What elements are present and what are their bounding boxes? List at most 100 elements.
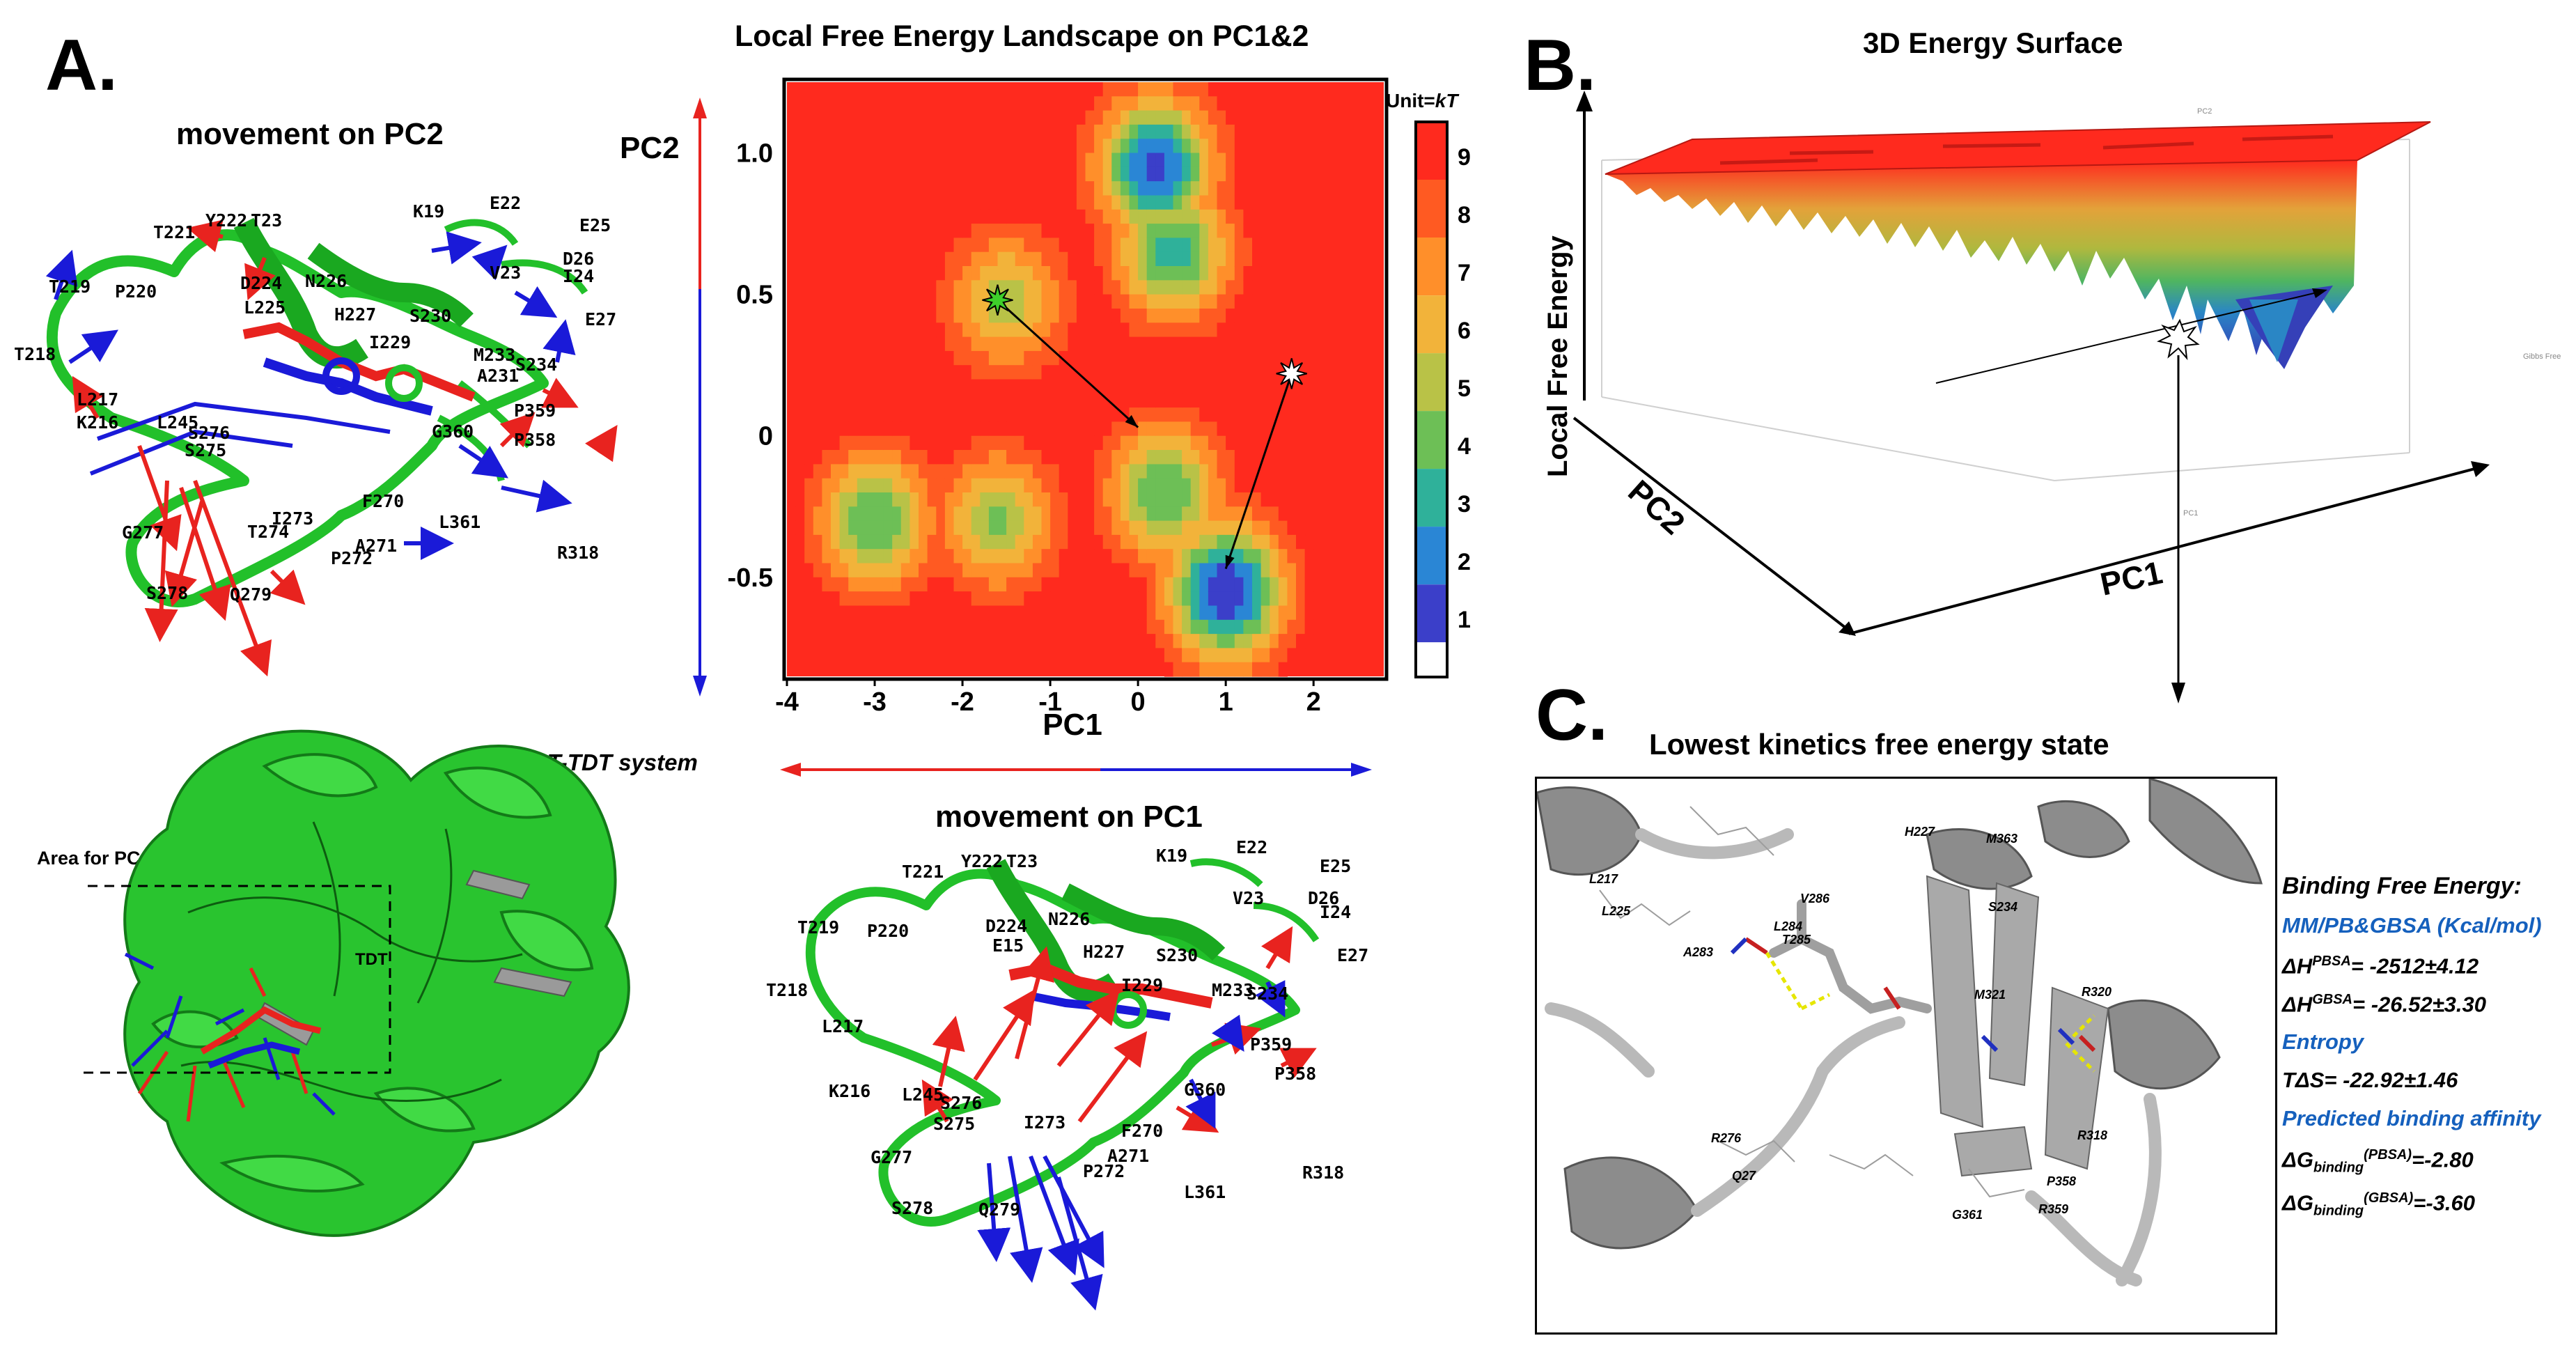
heatmap-cell: [1120, 280, 1130, 295]
heatmap-cell: [1015, 322, 1024, 338]
heatmap-cell: [831, 450, 841, 465]
pc2-residue-label: A271: [355, 536, 397, 556]
pc2-residue-label: L361: [439, 512, 481, 532]
heatmap-cell: [822, 450, 832, 465]
heatmap-cell: [1120, 520, 1130, 536]
heatmap-cell: [1129, 492, 1139, 507]
heatmap-cell: [1050, 464, 1060, 479]
heatmap-cell: [1050, 520, 1060, 536]
heatmap-cell: [1155, 648, 1165, 663]
heatmap-cell: [1287, 577, 1297, 592]
pc1-residue-label: P358: [1274, 1064, 1316, 1084]
heatmap-cell: [1164, 209, 1174, 224]
heatmap-cell: [1234, 195, 1244, 210]
heatmap-cell: [1190, 591, 1200, 606]
heatmap-cell: [857, 520, 866, 536]
heatmap-cell: [875, 492, 884, 507]
heatmap-cell: [953, 238, 963, 253]
heatmap-cell: [1059, 534, 1068, 550]
pc2-residue-label: S275: [185, 440, 226, 460]
heatmap-cell: [953, 577, 963, 592]
heatmap-cell: [1155, 634, 1165, 648]
heatmap-cell: [1278, 591, 1288, 606]
heatmap-cell: [1041, 322, 1051, 338]
heatmap-cell: [944, 478, 955, 493]
heatmap-cell: [1155, 336, 1165, 352]
heatmap-cell: [1138, 605, 1148, 621]
heatmap-cell: [1102, 224, 1112, 238]
heatmap-cell: [1226, 506, 1235, 522]
heatmap-cell: [1129, 393, 1139, 408]
heatmap-cell: [1102, 166, 1112, 182]
heatmap-cell: [1102, 464, 1112, 479]
heatmap-cell: [875, 464, 884, 479]
heatmap-cell: [1234, 662, 1244, 677]
heatmap-cell: [1076, 280, 1086, 295]
pc2-residue-label: D26: [563, 249, 594, 269]
heatmap-cell: [1208, 251, 1218, 267]
heatmap-cell: [1085, 450, 1095, 465]
heatmap-cell: [1226, 605, 1235, 621]
heatmap-cell: [1102, 96, 1112, 111]
heatmap-cell: [1032, 577, 1043, 592]
heatmap-cell: [1199, 96, 1209, 111]
heatmap-cell: [944, 251, 955, 267]
heatmap-cell: [1278, 563, 1288, 578]
heatmap-cell: [1190, 294, 1200, 309]
heatmap-cell: [944, 520, 955, 536]
heatmap-cell: [883, 563, 893, 578]
heatmap-cell: [1190, 634, 1200, 648]
heatmap-cell: [1173, 224, 1182, 238]
heatmap-cell: [1138, 407, 1148, 422]
heatmap-cell: [1094, 421, 1104, 437]
heatmap-cell: [1085, 166, 1095, 182]
heatmap-cell: [919, 577, 928, 592]
heatmap-cell: [1155, 605, 1165, 621]
heatmap-cell: [1146, 619, 1156, 635]
heatmap-cell: [822, 435, 832, 451]
heatmap-cell: [971, 266, 981, 281]
heatmap-cell: [1102, 238, 1112, 253]
heatmap-cell: [997, 534, 1007, 550]
heatmap-cell: [1226, 563, 1235, 578]
heatmap-cell: [910, 464, 919, 479]
heatmap-cell: [1032, 506, 1043, 522]
heatmap-cell: [944, 563, 955, 578]
heatmap-cell: [1102, 520, 1112, 536]
heatmap-cell: [1190, 251, 1200, 267]
heatmap-cell: [927, 450, 937, 465]
heatmap-cell: [1173, 195, 1182, 210]
heatmap-cell: [1068, 294, 1077, 309]
heatmap-cell: [1068, 309, 1077, 323]
heatmap-cell: [944, 309, 955, 323]
heatmap-cell: [900, 464, 910, 479]
heatmap-cell: [980, 309, 990, 323]
heatmap-cell: [900, 605, 910, 621]
pc2-residue-label: S278: [146, 583, 188, 603]
heatmap-cell: [980, 238, 990, 253]
heatmap-cell: [1190, 506, 1200, 522]
heatmap-cell: [1129, 82, 1139, 97]
heatmap-cell: [857, 563, 866, 578]
heatmap-cell: [1120, 96, 1130, 111]
heatmap-cell: [1129, 294, 1139, 309]
heatmap-cell: [1155, 549, 1165, 564]
pc1-residue-label: S278: [891, 1198, 933, 1218]
pc1-residue-label: G360: [1184, 1080, 1226, 1100]
heatmap-cell: [1217, 435, 1226, 451]
heatmap-cell: [1138, 492, 1148, 507]
heatmap-cell: [1111, 209, 1121, 224]
heatmap-cell: [1015, 350, 1024, 366]
heatmap-cell: [1173, 124, 1182, 139]
heatmap-cell: [1006, 577, 1016, 592]
heatmap-cell: [1164, 294, 1174, 309]
heatmap-cell: [1164, 520, 1174, 536]
heatmap-cell: [1243, 662, 1253, 677]
heatmap-cell: [1173, 506, 1182, 522]
heatmap-cell: [1252, 520, 1262, 536]
heatmap-cell: [988, 577, 999, 592]
heatmap-cell: [962, 350, 972, 366]
heatmap-cell: [1217, 266, 1226, 281]
heatmap-cell: [927, 492, 937, 507]
heatmap-cell: [1129, 478, 1139, 493]
